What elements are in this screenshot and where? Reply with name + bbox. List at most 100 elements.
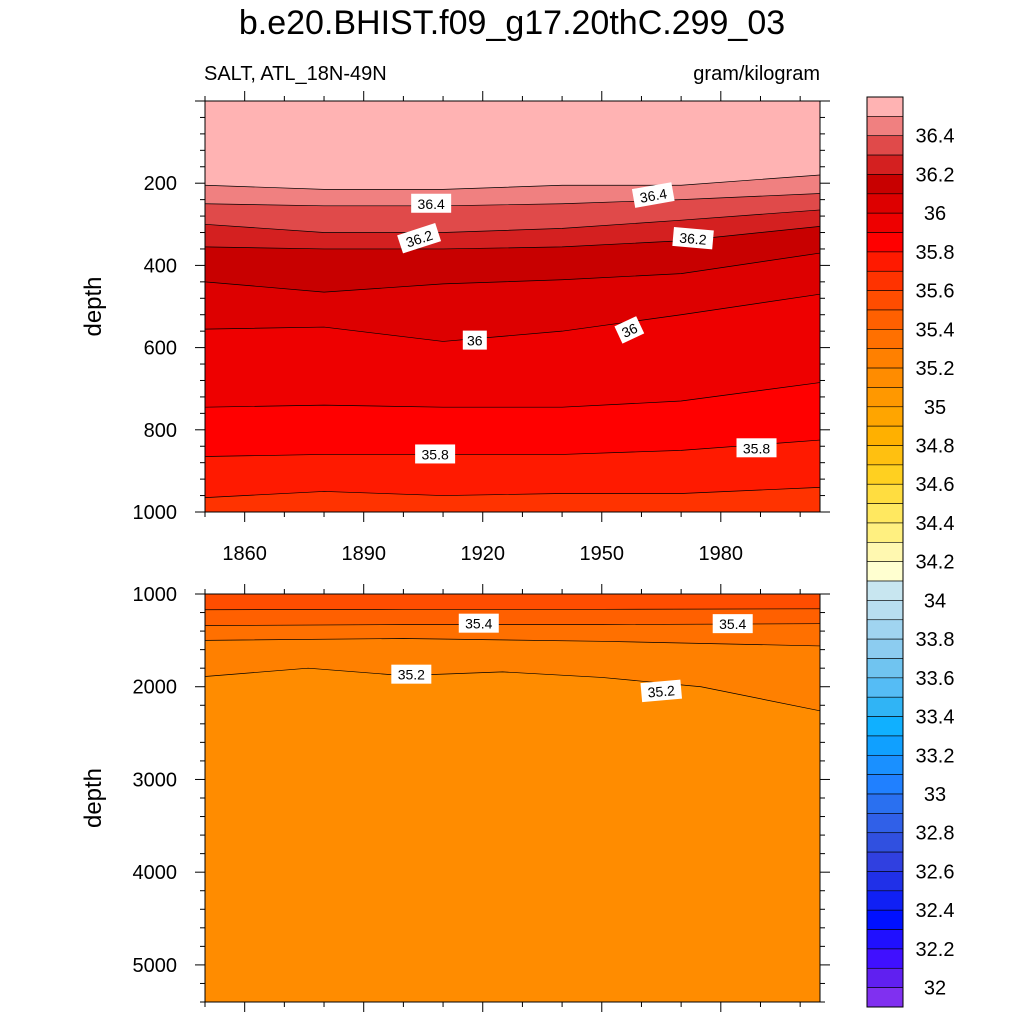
colorbar-label: 32: [924, 978, 946, 1000]
colorbar-swatch: [866, 464, 904, 485]
y-tick-label: 800: [144, 420, 177, 442]
contour-line-36.3: [205, 209, 820, 233]
colorbar-label: 32.8: [916, 823, 955, 845]
colorbar-label: 35.6: [916, 281, 955, 303]
colorbar-swatch: [866, 251, 904, 272]
contour-line-36.1: [205, 252, 820, 293]
colorbar-swatch: [866, 522, 904, 543]
svg-text:35.2: 35.2: [398, 667, 425, 683]
colorbar-swatch: [866, 813, 904, 834]
y-axis-title: depth: [80, 276, 107, 336]
colorbar-swatch: [866, 774, 904, 795]
colorbar-label: 32.6: [916, 861, 955, 883]
colorbar-label: 34.8: [916, 436, 955, 458]
y-tick-label: 5000: [133, 955, 178, 977]
contour-label-35.4: 35.4: [712, 614, 753, 634]
x-tick-label: 1890: [341, 543, 386, 565]
colorbar-swatch: [866, 387, 904, 408]
contour-line-36: [205, 293, 820, 342]
colorbar-swatch: [866, 716, 904, 737]
colorbar-frame: [866, 96, 904, 1008]
colorbar-label: 35.4: [916, 319, 955, 341]
colorbar-label: 36: [924, 203, 946, 225]
svg-text:36.2: 36.2: [679, 230, 708, 248]
variable-subtitle: SALT, ATL_18N-49N: [204, 63, 387, 85]
contour-label-35.4: 35.4: [458, 613, 499, 633]
y-tick-label: 400: [144, 255, 177, 277]
contour-label-36.4: 36.4: [631, 182, 675, 208]
colorbar-swatch: [866, 212, 904, 233]
x-tick-label: 1920: [460, 543, 505, 565]
colorbar-swatch: [866, 425, 904, 446]
upper-frame: [204, 100, 821, 513]
colorbar-swatch: [866, 619, 904, 640]
colorbar-swatch: [866, 871, 904, 892]
colorbar-swatch: [866, 309, 904, 330]
colorbar-swatch: [866, 329, 904, 350]
contour-line-35.4: [205, 623, 820, 626]
colorbar-swatch: [866, 929, 904, 950]
colorbar-swatch: [866, 96, 904, 117]
colorbar-label: 36.2: [916, 164, 955, 186]
x-tick-label: 1950: [580, 543, 625, 565]
contour-line-35.8: [205, 439, 820, 457]
colorbar-swatch: [866, 154, 904, 175]
colorbar: 36.4 36.2 36 35.8 35.6 35.4 35.2 35 34.8 34.6 34.4…: [866, 96, 955, 1008]
colorbar-label: 35.2: [916, 358, 955, 380]
colorbar-swatch: [866, 754, 904, 775]
colorbar-label: 33.6: [916, 668, 955, 690]
colorbar-label: 33.8: [916, 629, 955, 651]
svg-text:35.8: 35.8: [743, 440, 770, 456]
svg-text:35.2: 35.2: [647, 682, 676, 700]
colorbar-swatch: [866, 580, 904, 601]
y-tick-label: 3000: [133, 769, 178, 791]
y-tick-label: 200: [144, 173, 177, 195]
colorbar-swatch: [866, 174, 904, 195]
chart-title: b.e20.BHIST.f09_g17.20thC.299_03: [238, 4, 786, 42]
contour-line-35.5: [205, 608, 820, 611]
contour-line-36.5: [205, 174, 820, 190]
colorbar-swatch: [866, 232, 904, 253]
colorbar-label: 34.6: [916, 474, 955, 496]
contour-line-36.4: [205, 193, 820, 207]
contour-label-35.8: 35.8: [736, 438, 777, 458]
colorbar-swatch: [866, 445, 904, 466]
contour-line-35.2: [205, 667, 820, 712]
colorbar-label: 35: [924, 397, 946, 419]
contour-label-36: 36: [614, 316, 645, 344]
colorbar-swatch: [866, 542, 904, 562]
svg-text:36: 36: [467, 333, 483, 349]
lower-panel: 35.4 35.4 35.2 35.2 1000 2000 3000 4000 5000 dept…: [80, 584, 830, 1012]
colorbar-swatch: [866, 851, 904, 872]
y-tick-label: 4000: [133, 862, 178, 884]
colorbar-swatch: [866, 270, 904, 291]
colorbar-swatch: [866, 967, 904, 988]
svg-text:35.8: 35.8: [422, 446, 449, 462]
colorbar-swatch: [866, 600, 904, 621]
contour-line-35.7: [205, 486, 820, 498]
colorbar-label: 33.4: [916, 707, 955, 729]
colorbar-label: 34.2: [916, 552, 955, 574]
colorbar-swatch: [866, 348, 904, 369]
y-tick-label: 1000: [133, 584, 178, 606]
contour-label-36.4: 36.4: [411, 193, 452, 213]
colorbar-swatch: [866, 116, 904, 137]
contour-line-35.3: [205, 638, 820, 647]
contour-label-36: 36: [462, 330, 487, 350]
colorbar-swatch: [866, 909, 904, 930]
colorbar-label: 34: [924, 590, 946, 612]
colorbar-swatch: [866, 658, 904, 679]
lower-fills: 35.4 35.4 35.2 35.2: [205, 594, 820, 1002]
colorbar-label: 35.8: [916, 242, 955, 264]
colorbar-label: 32.4: [916, 900, 955, 922]
upper-fills: 36.4 36.4 36.2 36.2 36 36 35.8 35.8: [205, 101, 820, 512]
svg-text:36.4: 36.4: [418, 196, 445, 212]
colorbar-label: 34.4: [916, 513, 955, 535]
colorbar-swatch: [866, 638, 904, 659]
colorbar-label: 33: [924, 784, 946, 806]
y-axis-title: depth: [80, 768, 107, 828]
colorbar-swatch: [866, 735, 904, 756]
colorbar-swatch: [866, 948, 904, 969]
y-tick-label: 1000: [133, 502, 178, 524]
